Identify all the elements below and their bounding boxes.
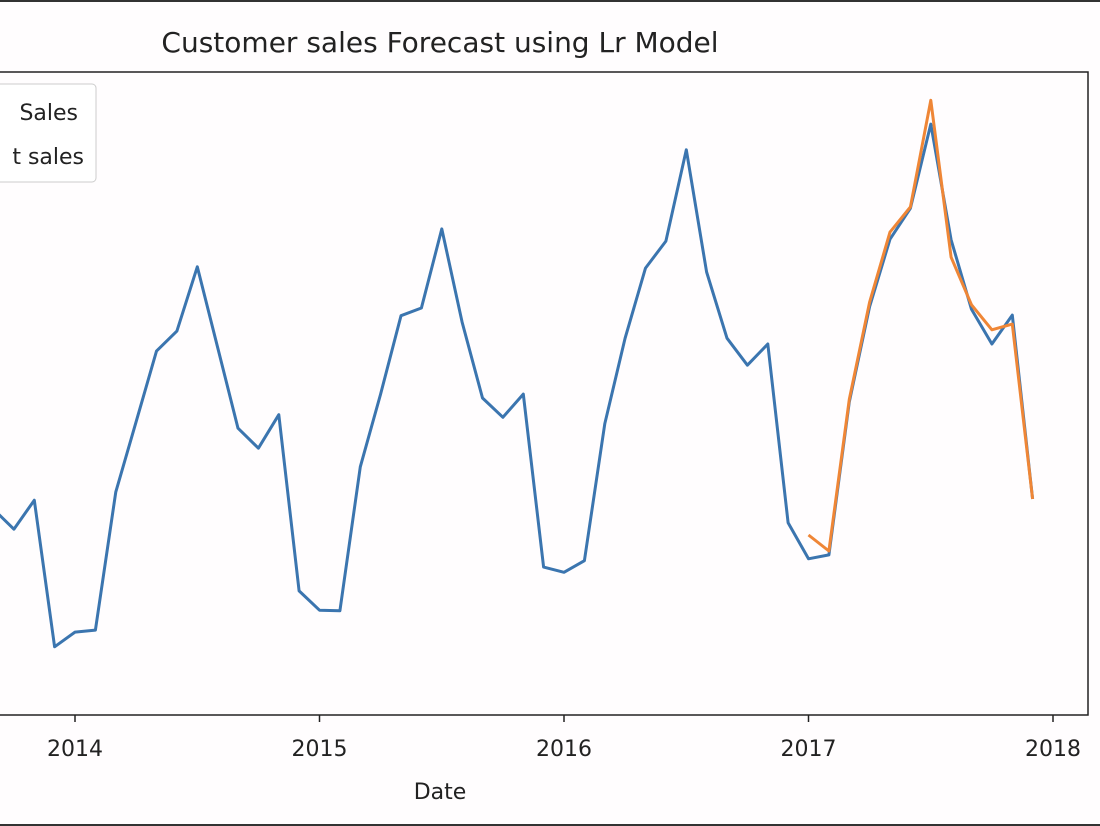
x-tick-label: 2017: [781, 737, 837, 762]
axes-frame: [0, 71, 1089, 716]
x-tick-label: 2016: [536, 737, 592, 762]
legend-entry-sales: Sales: [19, 101, 78, 126]
x-tick-label: 2014: [47, 737, 103, 762]
chart-title: Customer sales Forecast using Lr Model: [161, 26, 718, 59]
legend-box: [0, 83, 97, 183]
x-tick-label: 2015: [292, 737, 348, 762]
sales-line: [0, 122, 1035, 649]
legend-entry-forecast: t sales: [12, 145, 84, 170]
x-tick-label: 2018: [1025, 737, 1081, 762]
legend: Sales t sales: [0, 83, 97, 183]
forecast-sales-line: [807, 98, 1035, 553]
x-axis-label: Date: [414, 780, 467, 805]
